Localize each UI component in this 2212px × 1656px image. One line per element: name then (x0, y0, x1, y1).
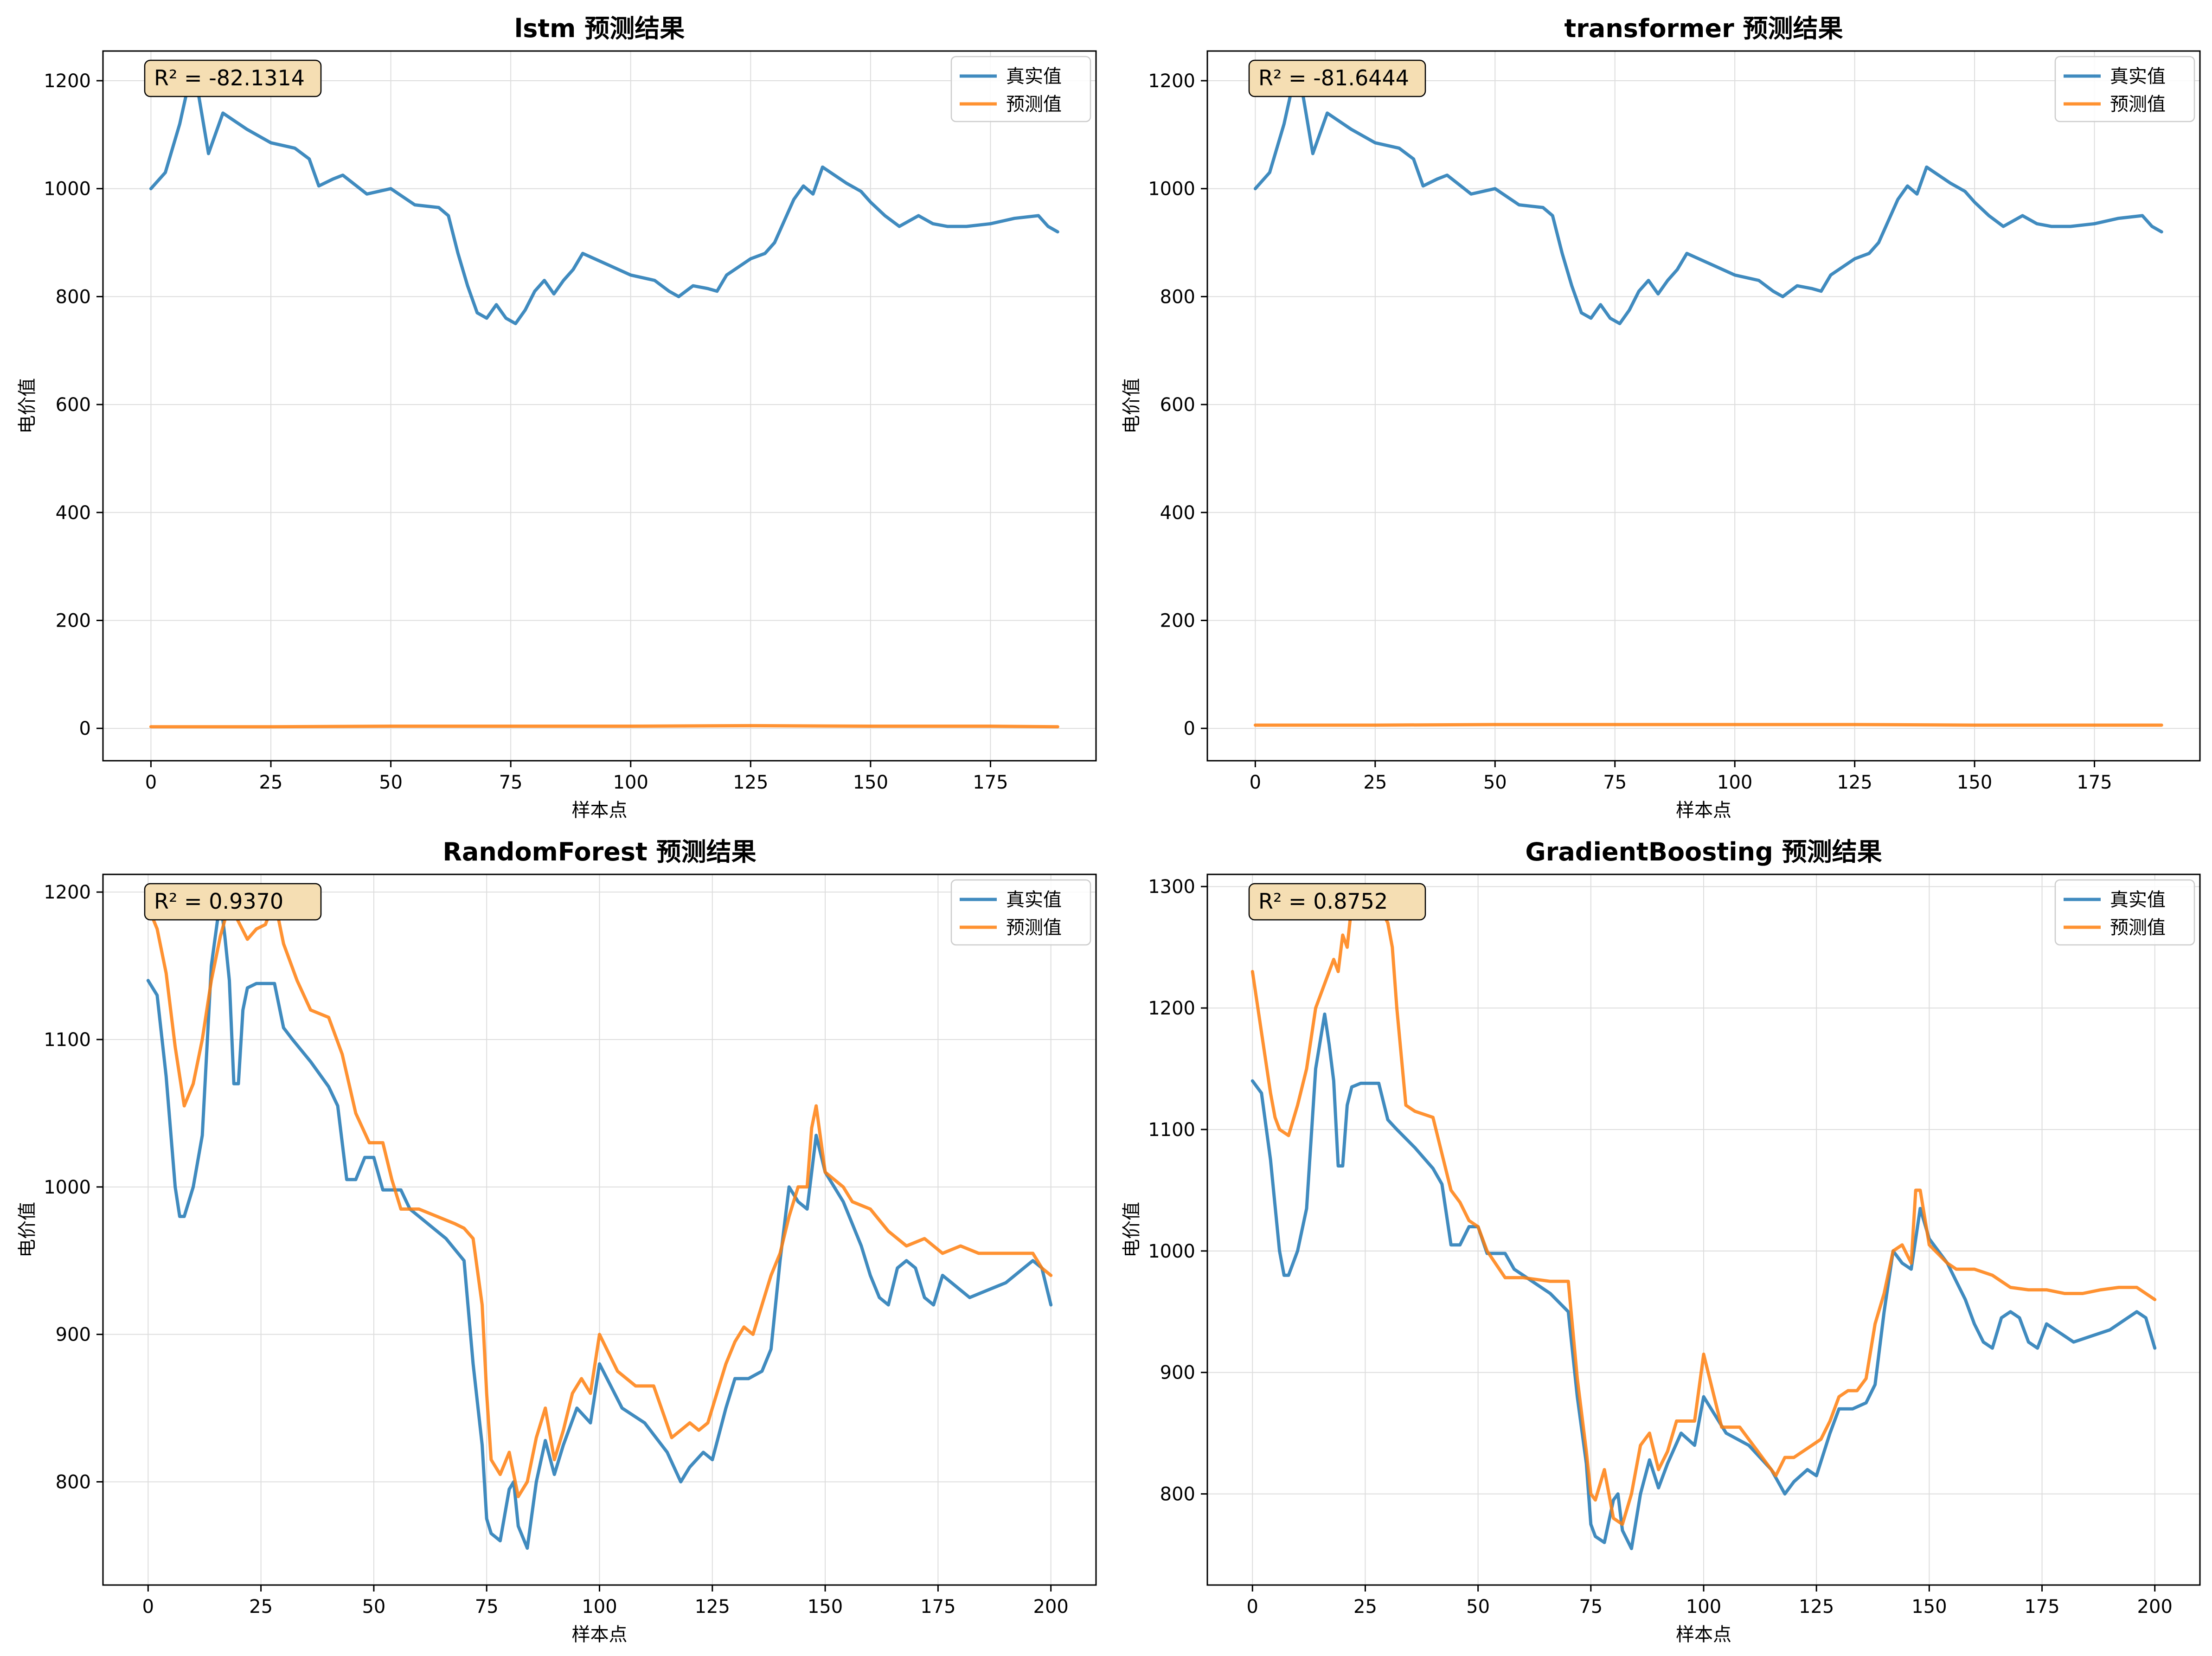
chart-panel-3: 0 25 50 75 100 125 150 175 200 800 900 1000 1100 1200… (1121, 837, 2201, 1645)
x-tick-label: 75 (499, 772, 523, 793)
r2-annotation: R² = -82.1314 (154, 65, 305, 90)
series-line-0 (149, 79, 1059, 326)
y-tick-label: 600 (56, 394, 91, 416)
legend-label-0: 真实值 (1006, 66, 1062, 87)
x-tick-label: 75 (1603, 772, 1627, 793)
r2-box (1248, 883, 1426, 921)
r2-annotation: R² = 0.9370 (154, 889, 283, 914)
x-tick-label: 150 (1911, 1596, 1947, 1617)
y-tick-label: 1100 (1148, 1119, 1195, 1141)
series-line-0 (1250, 1012, 2157, 1550)
r2-annotation: R² = 0.8752 (1258, 889, 1388, 914)
chart-title: transformer 预测结果 (1564, 14, 1843, 43)
y-tick-label: 900 (56, 1324, 91, 1346)
y-tick-label: 1000 (1148, 1241, 1195, 1262)
y-tick-label: 0 (1184, 718, 1195, 739)
chart-title: GradientBoosting 预测结果 (1525, 837, 1882, 867)
y-tick-label: 1200 (44, 882, 91, 903)
x-tick-label: 0 (145, 772, 157, 793)
chart-panel-1: 0 25 50 75 100 125 150 175 0 200 400 600 800 1000 1200… (1121, 14, 2201, 821)
legend-label-1: 预测值 (2110, 94, 2166, 115)
x-tick-label: 0 (142, 1596, 154, 1617)
y-tick-label: 1100 (44, 1029, 91, 1051)
x-tick-label: 0 (1247, 1596, 1258, 1617)
chart-title: RandomForest 预测结果 (442, 837, 756, 867)
x-tick-label: 125 (1837, 772, 1872, 793)
x-tick-label: 175 (2024, 1596, 2059, 1617)
legend-label-1: 预测值 (1006, 917, 1062, 938)
x-tick-label: 125 (733, 772, 768, 793)
legend-label-0: 真实值 (2110, 889, 2166, 911)
x-tick-label: 125 (1799, 1596, 1834, 1617)
x-tick-label: 25 (1353, 1596, 1377, 1617)
x-tick-label: 175 (2077, 772, 2112, 793)
x-tick-label: 175 (920, 1596, 955, 1617)
x-axis-label: 样本点 (572, 1624, 628, 1645)
x-tick-label: 25 (259, 772, 283, 793)
x-tick-label: 25 (249, 1596, 273, 1617)
legend-label-1: 预测值 (2110, 917, 2166, 938)
x-axis-label: 样本点 (1676, 1624, 1731, 1645)
x-tick-label: 25 (1363, 772, 1387, 793)
x-tick-label: 50 (1466, 1596, 1490, 1617)
y-tick-label: 1000 (44, 179, 91, 200)
x-tick-label: 125 (695, 1596, 730, 1617)
x-tick-label: 0 (1250, 772, 1261, 793)
x-tick-label: 100 (1717, 772, 1752, 793)
y-tick-label: 200 (56, 610, 91, 631)
series-line-0 (146, 898, 1053, 1550)
y-tick-label: 400 (1160, 502, 1195, 524)
y-tick-label: 0 (79, 718, 91, 739)
y-tick-label: 800 (1160, 286, 1195, 308)
axes-frame (1206, 50, 2201, 762)
x-tick-label: 175 (973, 772, 1008, 793)
y-tick-label: 1000 (1148, 179, 1195, 200)
chart-title: lstm 预测结果 (514, 14, 685, 43)
x-tick-label: 100 (1686, 1596, 1721, 1617)
r2-box (144, 883, 322, 921)
x-tick-label: 150 (1957, 772, 1992, 793)
x-tick-label: 75 (1579, 1596, 1603, 1617)
chart-panel-0: 0 25 50 75 100 125 150 175 0 200 400 600 800 1000 1200… (17, 14, 1097, 821)
chart-panel-2: 0 25 50 75 100 125 150 175 200 800 900 1000 1100 1200… (17, 837, 1097, 1645)
legend-label-1: 预测值 (1006, 94, 1062, 115)
x-tick-label: 100 (582, 1596, 617, 1617)
series-line-0 (1253, 79, 2163, 326)
axes-frame (102, 50, 1097, 762)
y-tick-label: 1000 (44, 1177, 91, 1198)
y-tick-label: 800 (56, 1472, 91, 1493)
y-axis-label: 电价值 (1121, 1202, 1142, 1258)
series-line-1 (149, 724, 1059, 729)
y-tick-label: 200 (1160, 610, 1195, 631)
x-tick-label: 100 (613, 772, 648, 793)
r2-box (1248, 59, 1426, 97)
y-tick-label: 1300 (1148, 876, 1195, 898)
x-tick-label: 75 (475, 1596, 499, 1617)
y-tick-label: 600 (1160, 394, 1195, 416)
x-tick-label: 50 (362, 1596, 385, 1617)
x-tick-label: 150 (853, 772, 888, 793)
x-tick-label: 200 (2137, 1596, 2173, 1617)
x-tick-label: 50 (379, 772, 403, 793)
x-tick-label: 200 (1033, 1596, 1069, 1617)
r2-annotation: R² = -81.6444 (1258, 65, 1409, 90)
y-axis-label: 电价值 (1121, 378, 1142, 434)
r2-box (144, 59, 322, 97)
y-tick-label: 400 (56, 502, 91, 524)
legend-label-0: 真实值 (2110, 66, 2166, 87)
y-axis-label: 电价值 (17, 378, 38, 434)
y-tick-label: 800 (56, 286, 91, 308)
y-tick-label: 1200 (1148, 71, 1195, 92)
y-tick-label: 900 (1160, 1362, 1195, 1384)
x-axis-label: 样本点 (572, 800, 628, 821)
legend-label-0: 真实值 (1006, 889, 1062, 911)
y-tick-label: 1200 (1148, 998, 1195, 1019)
y-tick-label: 1200 (44, 71, 91, 92)
x-axis-label: 样本点 (1676, 800, 1731, 821)
y-tick-label: 800 (1160, 1484, 1195, 1505)
x-tick-label: 150 (808, 1596, 843, 1617)
x-tick-label: 50 (1483, 772, 1507, 793)
y-axis-label: 电价值 (17, 1202, 38, 1258)
